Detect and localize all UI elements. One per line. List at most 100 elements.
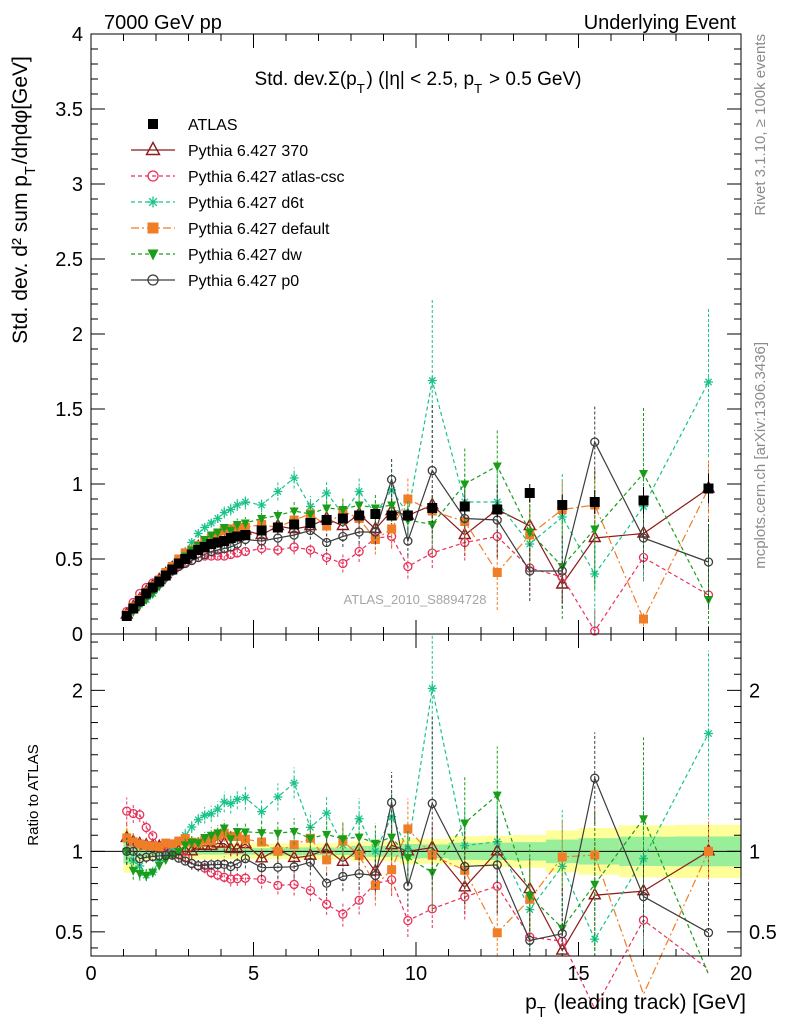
main-y-tick-label: 1 [72,474,83,496]
legend-label: Pythia 6.427 d6t [188,195,304,212]
main-y-tick-label: 0 [72,624,83,646]
series-pythia-6-427-p0 [122,403,714,621]
ratio-panel: 0.5 0.51 12 20 5 10 15 20 Ratio to ATLAS pT (le… [25,633,777,1021]
ratio-point [219,872,229,882]
data-point [460,513,470,524]
ratio-point [174,847,184,857]
x-tick-label: 5 [248,963,259,985]
legend-entry: Pythia 6.427 atlas-csc [131,169,345,186]
data-point [213,528,223,538]
ratio-series-line [126,794,710,975]
data-point [232,521,242,530]
ratio-point [240,854,251,864]
data-point [147,582,158,593]
data-point [639,470,648,479]
data-point [321,537,332,548]
main-panel: 0 0.5 1 1.5 2 2.5 3 3.5 4 Std. dev.Σ(pT ) (|η| <… [9,24,742,646]
data-point [273,487,283,496]
legend-marker [147,196,159,208]
data-point [403,561,413,572]
data-point [141,588,152,599]
data-point [256,536,267,546]
data-point [427,503,438,513]
ratio-point [128,846,138,856]
data-point [225,533,236,543]
ratio-point [557,929,567,939]
data-point [638,495,649,506]
data-point [289,542,299,552]
ratio-point [460,861,470,872]
ratio-point [135,810,145,820]
data-point [337,513,348,524]
ratio-point [338,871,348,882]
legend-entry: Pythia 6.427 p0 [131,273,299,290]
ratio-point [305,885,316,896]
data-point [459,501,470,512]
ratio-point [273,880,283,891]
plot-title-text: Std. dev.Σ(pT ) (|η| < 2.5, pT > 0.5 GeV… [255,69,582,96]
data-point [193,529,203,538]
ratio-y-tick-label: 1 [72,841,83,863]
data-point [321,552,332,563]
data-point [134,596,145,606]
energy-label: 7000 GeV pp [104,12,222,34]
legend-marker [147,222,159,234]
rivet-version-label: Rivet 3.1.10, ≥ 100k events [752,34,769,216]
data-point [180,554,191,564]
ratio-point [217,835,231,848]
ratio-point [148,868,158,878]
data-point [289,519,300,530]
data-point [226,505,236,514]
ratio-point [273,792,283,802]
data-point [427,465,437,476]
mcplots-label: mcplots.cern.ch [arXiv:1306.3436] [752,342,769,569]
ratio-point [122,806,132,816]
data-point [370,509,381,519]
data-point [525,528,535,538]
ratio-point [354,833,364,843]
data-point [173,558,184,569]
ratio-point [492,928,502,938]
ratio-point [638,891,649,902]
legend: ATLAS Pythia 6.427 370 Pythia 6.427 atlas-… [131,117,345,290]
ratio-point [492,860,502,870]
legend-marker [147,249,159,261]
data-point [402,510,413,521]
legend-entry: Pythia 6.427 d6t [131,195,304,212]
ratio-series-pythia-6-427-p0 [122,717,714,956]
ratio-point [193,815,203,825]
ratio-point [141,840,151,850]
ratio-point [321,878,332,888]
data-point [386,474,397,485]
ratio-point [154,851,164,861]
data-point [370,527,381,537]
ratio-point [200,833,210,843]
ratio-y-tick-label-right: 1 [749,841,760,863]
x-tick-label: 0 [85,963,96,985]
main-y-tick-label: 0.5 [55,549,83,571]
ratio-point [427,798,437,809]
data-point [193,545,204,555]
data-point [590,525,600,535]
y-axis-label: Std. dev. d² sum pT /dηdφ[GeV] [9,56,39,344]
ratio-point [387,865,397,875]
ratio-point [240,828,250,838]
ratio-point [224,840,238,854]
data-point [273,512,283,521]
ratio-point [460,819,470,829]
data-point [492,504,503,515]
data-point [557,566,567,576]
ratio-point [354,895,364,905]
ratio-point [187,858,197,869]
analysis-watermark: ATLAS_2010_S8894728 [344,592,487,607]
ratio-point [492,791,502,801]
data-point [219,524,229,533]
ratio-point [305,834,315,844]
ratio-point [219,859,229,869]
ratio-point [427,683,437,693]
legend-entry: Pythia 6.427 dw [131,247,302,264]
ratio-point [213,829,223,839]
data-point [200,536,210,545]
data-point [199,542,210,552]
